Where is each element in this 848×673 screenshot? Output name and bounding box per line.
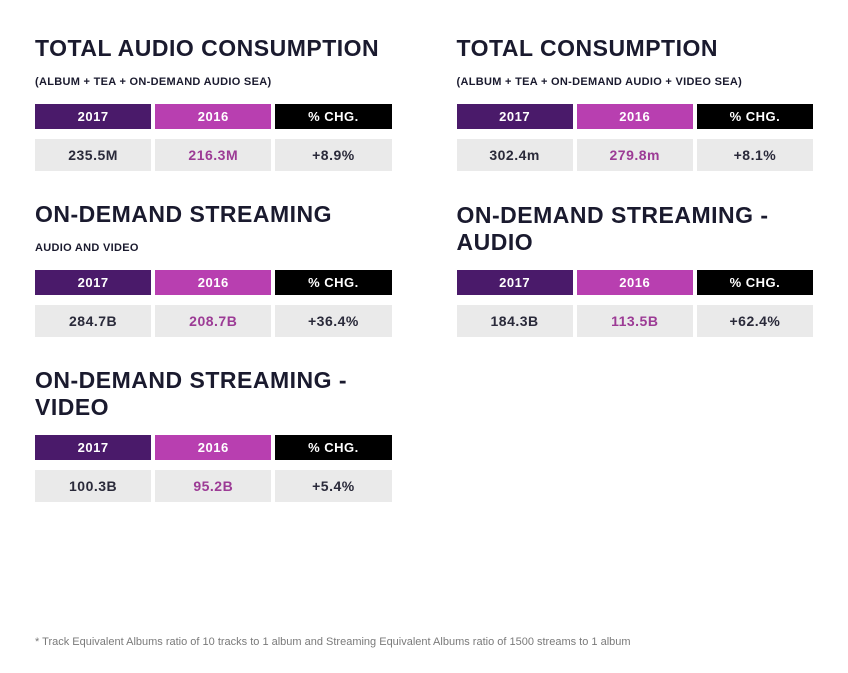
header-2016: 2016 <box>155 270 271 295</box>
panel-title: TOTAL CONSUMPTION <box>457 35 814 62</box>
header-2016: 2016 <box>155 435 271 460</box>
value-2017: 235.5M <box>35 139 151 171</box>
stats-grid: TOTAL AUDIO CONSUMPTION (ALBUM + TEA + O… <box>35 35 813 502</box>
header-chg: % CHG. <box>275 270 391 295</box>
header-2016: 2016 <box>577 104 693 129</box>
panel-subtitle: AUDIO AND VIDEO <box>35 242 392 256</box>
value-chg: +62.4% <box>697 305 813 337</box>
panel-subtitle: (ALBUM + TEA + ON-DEMAND AUDIO SEA) <box>35 76 392 90</box>
header-2017: 2017 <box>35 104 151 129</box>
header-row: 2017 2016 % CHG. <box>35 270 392 295</box>
data-row: 284.7B 208.7B +36.4% <box>35 305 392 337</box>
value-chg: +36.4% <box>275 305 391 337</box>
panel-title: TOTAL AUDIO CONSUMPTION <box>35 35 392 62</box>
header-2017: 2017 <box>457 104 573 129</box>
header-row: 2017 2016 % CHG. <box>35 435 392 460</box>
value-2017: 100.3B <box>35 470 151 502</box>
value-2017: 184.3B <box>457 305 573 337</box>
header-2016: 2016 <box>577 270 693 295</box>
footnote-text: * Track Equivalent Albums ratio of 10 tr… <box>35 636 631 648</box>
header-row: 2017 2016 % CHG. <box>35 104 392 129</box>
header-2016: 2016 <box>155 104 271 129</box>
panel-title: ON-DEMAND STREAMING - VIDEO <box>35 367 392 421</box>
value-2016: 95.2B <box>155 470 271 502</box>
value-2016: 279.8m <box>577 139 693 171</box>
value-2016: 113.5B <box>577 305 693 337</box>
header-row: 2017 2016 % CHG. <box>457 104 814 129</box>
data-row: 235.5M 216.3M +8.9% <box>35 139 392 171</box>
value-chg: +8.1% <box>697 139 813 171</box>
panel-on-demand-streaming-video: ON-DEMAND STREAMING - VIDEO 2017 2016 % … <box>35 367 392 502</box>
panel-total-audio-consumption: TOTAL AUDIO CONSUMPTION (ALBUM + TEA + O… <box>35 35 392 171</box>
header-2017: 2017 <box>35 435 151 460</box>
header-2017: 2017 <box>35 270 151 295</box>
data-row: 100.3B 95.2B +5.4% <box>35 470 392 502</box>
value-2017: 284.7B <box>35 305 151 337</box>
header-chg: % CHG. <box>697 104 813 129</box>
value-2016: 208.7B <box>155 305 271 337</box>
panel-title: ON-DEMAND STREAMING <box>35 201 392 228</box>
panel-on-demand-streaming-audio: ON-DEMAND STREAMING - AUDIO 2017 2016 % … <box>457 201 814 337</box>
header-chg: % CHG. <box>697 270 813 295</box>
value-chg: +5.4% <box>275 470 391 502</box>
header-2017: 2017 <box>457 270 573 295</box>
value-chg: +8.9% <box>275 139 391 171</box>
value-2016: 216.3M <box>155 139 271 171</box>
value-2017: 302.4m <box>457 139 573 171</box>
header-row: 2017 2016 % CHG. <box>457 270 814 295</box>
data-row: 184.3B 113.5B +62.4% <box>457 305 814 337</box>
panel-on-demand-streaming: ON-DEMAND STREAMING AUDIO AND VIDEO 2017… <box>35 201 392 337</box>
panel-title: ON-DEMAND STREAMING - AUDIO <box>457 202 814 256</box>
header-chg: % CHG. <box>275 104 391 129</box>
header-chg: % CHG. <box>275 435 391 460</box>
panel-subtitle: (ALBUM + TEA + ON-DEMAND AUDIO + VIDEO S… <box>457 76 814 90</box>
data-row: 302.4m 279.8m +8.1% <box>457 139 814 171</box>
panel-total-consumption: TOTAL CONSUMPTION (ALBUM + TEA + ON-DEMA… <box>457 35 814 171</box>
